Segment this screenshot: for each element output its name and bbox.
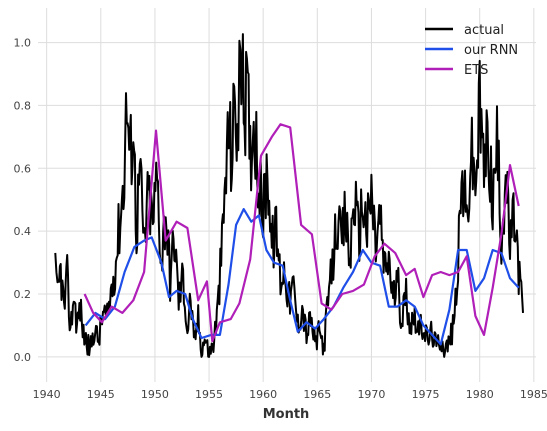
x-tick-label: 1945 xyxy=(87,388,115,401)
x-tick-label: 1970 xyxy=(357,388,385,401)
x-axis-ticks: 1940 1945 1950 1955 1960 1965 1970 1975 1980 1985 xyxy=(33,388,547,401)
x-tick-label: 1975 xyxy=(412,388,440,401)
legend-label: actual xyxy=(464,23,504,38)
y-axis-ticks: 0.0 0.2 0.4 0.6 0.8 1.0 xyxy=(14,37,32,364)
y-tick-label: 0.4 xyxy=(14,225,32,238)
x-axis-label: Month xyxy=(263,407,310,422)
series-line-ets xyxy=(83,123,520,343)
x-tick-label: 1985 xyxy=(520,388,547,401)
y-tick-label: 0.0 xyxy=(14,351,32,364)
legend: actual our RNN ETS xyxy=(425,23,518,78)
x-tick-label: 1965 xyxy=(303,388,331,401)
series-line-our-rnn xyxy=(84,208,520,346)
x-tick-label: 1950 xyxy=(141,388,169,401)
x-tick-label: 1940 xyxy=(33,388,61,401)
series-line-actual xyxy=(54,33,524,358)
x-tick-label: 1955 xyxy=(195,388,223,401)
y-tick-label: 1.0 xyxy=(14,37,32,50)
y-tick-label: 0.6 xyxy=(14,162,32,175)
legend-label: ETS xyxy=(464,63,488,78)
series-lines xyxy=(54,33,524,358)
y-tick-label: 0.2 xyxy=(14,288,32,301)
x-tick-label: 1960 xyxy=(249,388,277,401)
y-tick-label: 0.8 xyxy=(14,99,32,112)
legend-label: our RNN xyxy=(464,43,518,58)
x-tick-label: 1980 xyxy=(466,388,494,401)
